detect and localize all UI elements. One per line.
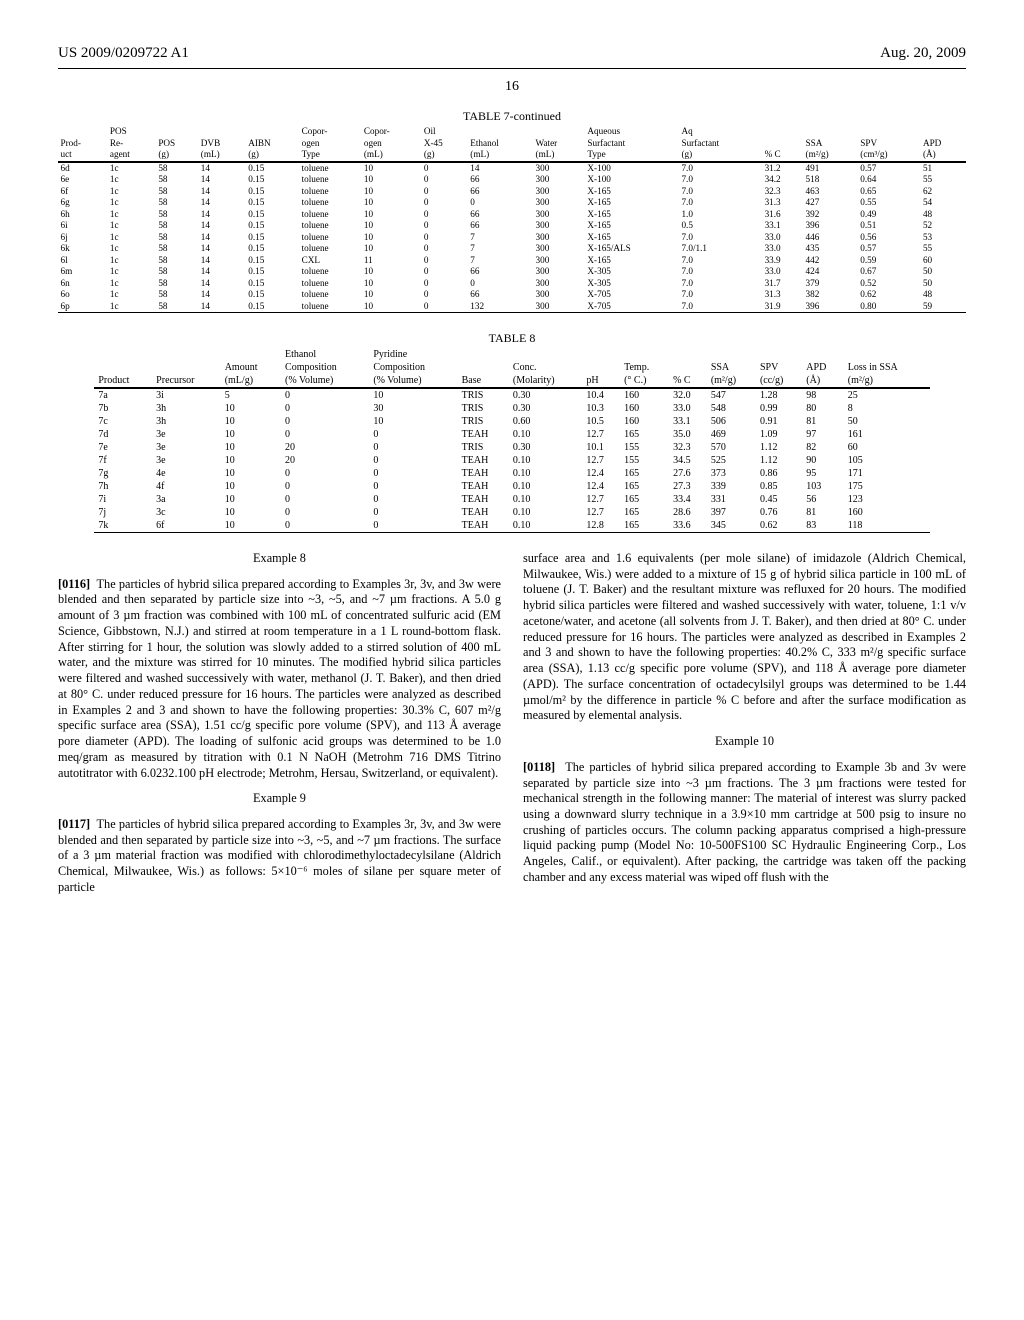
table8-col-header: APD(Å) xyxy=(802,348,843,388)
table-row: 6m1c58140.15toluene10066300X-3057.033.04… xyxy=(58,266,966,278)
table8-col-header: Precursor xyxy=(152,348,221,388)
example8-title: Example 8 xyxy=(58,551,501,567)
table7-col-header: AIBN(g) xyxy=(246,126,299,161)
para-num-0117: [0117] xyxy=(58,817,90,831)
table-row: 6p1c58140.15toluene100132300X-7057.031.9… xyxy=(58,301,966,313)
table-row: 7b3h10030TRIS0.3010.316033.05480.99808 xyxy=(94,402,929,415)
table8-col-header: PyridineComposition(% Volume) xyxy=(369,348,457,388)
table-row: 7d3e1000TEAH0.1012.716535.04691.0997161 xyxy=(94,428,929,441)
table-row: 6i1c58140.15toluene10066300X-1650.533.13… xyxy=(58,220,966,232)
table7-col-header: SPV(cm³/g) xyxy=(858,126,921,161)
table8: ProductPrecursorAmount(mL/g)EthanolCompo… xyxy=(94,348,929,533)
table-row: 6n1c58140.15toluene1000300X-3057.031.737… xyxy=(58,278,966,290)
table-row: 7j3c1000TEAH0.1012.716528.63970.7681160 xyxy=(94,506,929,519)
table7-col-header: AqueousSurfactantType xyxy=(585,126,679,161)
header-rule xyxy=(58,68,966,69)
example9-title: Example 9 xyxy=(58,791,501,807)
table7-col-header: APD(Å) xyxy=(920,126,966,161)
table7-col-header: SSA(m²/g) xyxy=(803,126,858,161)
table7-col-header: Copor-ogenType xyxy=(299,126,361,161)
table-row: 6k1c58140.15toluene1007300X-165/ALS7.0/1… xyxy=(58,243,966,255)
para-num-0118: [0118] xyxy=(523,760,555,774)
table8-col-header: SSA(m²/g) xyxy=(707,348,756,388)
table7-col-header: Water(mL) xyxy=(533,126,585,161)
table7-col-header: POSRe-agent xyxy=(107,126,155,161)
table-row: 7f3e10200TEAH0.1012.715534.55251.1290105 xyxy=(94,454,929,467)
body-columns: Example 8 [0116] The particles of hybrid… xyxy=(58,551,966,901)
table8-col-header: Amount(mL/g) xyxy=(221,348,281,388)
table-row: 6l1c58140.15CXL1107300X-1657.033.94420.5… xyxy=(58,255,966,267)
pub-number: US 2009/0209722 A1 xyxy=(58,45,189,62)
table8-caption: TABLE 8 xyxy=(58,331,966,346)
table-row: 7h4f1000TEAH0.1012.416527.33390.85103175 xyxy=(94,480,929,493)
table7-col-header: Copor-ogen(mL) xyxy=(361,126,421,161)
table8-col-header: SPV(cc/g) xyxy=(756,348,802,388)
page-number: 16 xyxy=(58,79,966,95)
table7-col-header: AqSurfactant(g) xyxy=(679,126,762,161)
example10-title: Example 10 xyxy=(523,734,966,750)
table8-col-header: Temp.(° C.) xyxy=(620,348,669,388)
table-row: 6g1c58140.15toluene1000300X-1657.031.342… xyxy=(58,197,966,209)
table-row: 7g4e1000TEAH0.1012.416527.63730.8695171 xyxy=(94,467,929,480)
table-row: 6e1c58140.15toluene10066300X-1007.034.25… xyxy=(58,174,966,186)
table7-col-header: Prod-uct xyxy=(58,126,107,161)
table-row: 6h1c58140.15toluene10066300X-1651.031.63… xyxy=(58,209,966,221)
table7-col-header: POS(g) xyxy=(156,126,198,161)
table-row: 7k6f1000TEAH0.1012.816533.63450.6283118 xyxy=(94,519,929,533)
table-row: 6f1c58140.15toluene10066300X-1657.032.34… xyxy=(58,186,966,198)
table-row: 6j1c58140.15toluene1007300X-1657.033.044… xyxy=(58,232,966,244)
table7: Prod-uctPOSRe-agentPOS(g)DVB(mL)AIBN(g)C… xyxy=(58,126,966,313)
table-row: 7i3a1000TEAH0.1012.716533.43310.4556123 xyxy=(94,493,929,506)
table-row: 7a3i5010TRIS0.3010.416032.05471.289825 xyxy=(94,389,929,402)
table-row: 7c3h10010TRIS0.6010.516033.15060.918150 xyxy=(94,415,929,428)
table8-col-header: Product xyxy=(94,348,152,388)
pub-date: Aug. 20, 2009 xyxy=(880,45,966,62)
table7-col-header: DVB(mL) xyxy=(198,126,245,161)
para-num-0116: [0116] xyxy=(58,577,90,591)
table7-caption: TABLE 7-continued xyxy=(58,109,966,124)
table-row: 6o1c58140.15toluene10066300X-7057.031.33… xyxy=(58,289,966,301)
table8-col-header: % C xyxy=(669,348,707,388)
table7-col-header: % C xyxy=(762,126,803,161)
table8-col-header: Conc.(Molarity) xyxy=(509,348,582,388)
page-header: US 2009/0209722 A1 Aug. 20, 2009 xyxy=(58,45,966,62)
para-0117: [0117] The particles of hybrid silica pr… xyxy=(58,817,501,896)
para-0116: [0116] The particles of hybrid silica pr… xyxy=(58,577,501,782)
table8-col-header: Loss in SSA(m²/g) xyxy=(844,348,930,388)
table8-col-header: Base xyxy=(458,348,509,388)
table7-col-header: Ethanol(mL) xyxy=(468,126,533,161)
table-row: 7e3e10200TRIS0.3010.115532.35701.128260 xyxy=(94,441,929,454)
table8-col-header: EthanolComposition(% Volume) xyxy=(281,348,369,388)
table7-col-header: OilX-45(g) xyxy=(421,126,467,161)
table8-col-header: pH xyxy=(582,348,620,388)
para-0118: [0118] The particles of hybrid silica pr… xyxy=(523,760,966,886)
table-row: 6d1c58140.15toluene10014300X-1007.031.24… xyxy=(58,163,966,175)
para-col2-continuation: surface area and 1.6 equivalents (per mo… xyxy=(523,551,966,724)
